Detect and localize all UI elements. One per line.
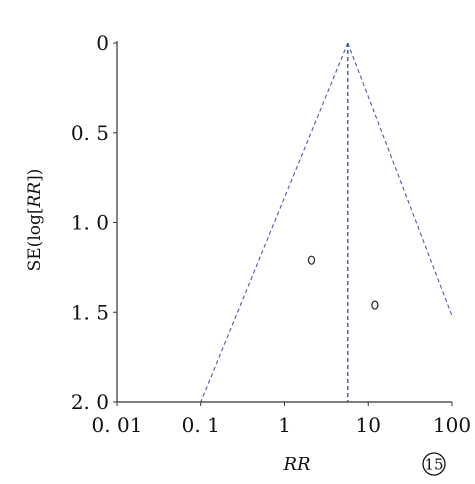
x-tick-label: 100 (433, 413, 471, 437)
x-tick-label: 1 (278, 413, 291, 437)
y-tick-label: 0. 5 (71, 121, 109, 145)
x-tick-label: 0. 01 (92, 413, 143, 437)
figure-number-badge: 15 (422, 452, 446, 476)
figure-number-circle (422, 452, 446, 476)
study-point (307, 255, 316, 265)
x-tick-label: 10 (356, 413, 381, 437)
funnel-right-boundary (347, 42, 453, 317)
y-tick-label: 0 (96, 31, 109, 55)
y-tick-label: 2. 0 (71, 390, 109, 414)
x-tick-label: 0. 1 (182, 413, 220, 437)
funnel-left-boundary (200, 42, 349, 403)
figure-number: 15 (424, 456, 443, 474)
x-axis-title: RR (282, 454, 310, 475)
y-tick-label: 1. 0 (71, 211, 109, 235)
y-tick-label: 1. 5 (71, 300, 109, 324)
study-point (371, 300, 379, 310)
y-axis-title: SE(log[RR]) (25, 169, 45, 272)
